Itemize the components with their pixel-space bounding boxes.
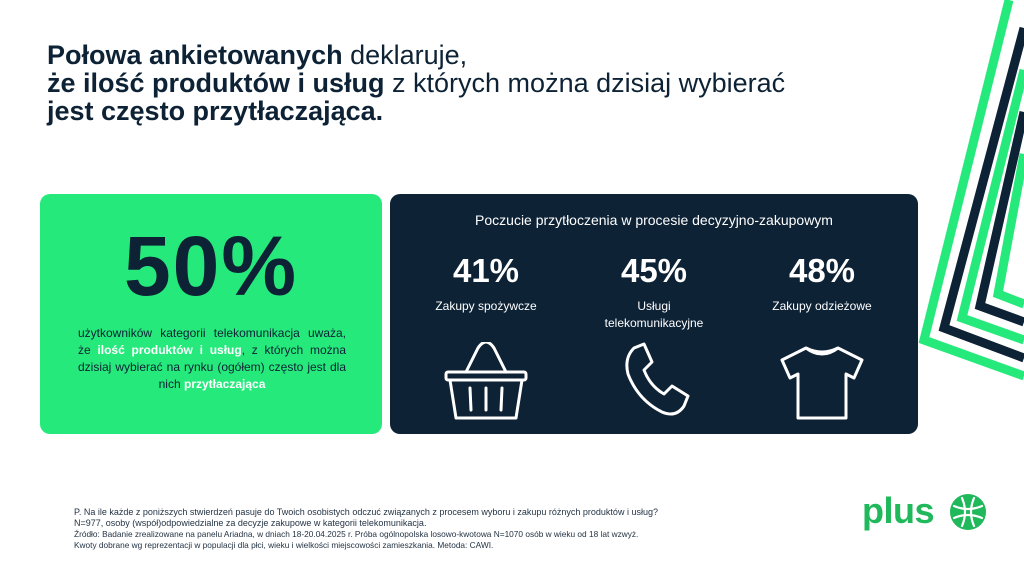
shopping-basket-icon [444,342,528,420]
stat-label: Usługi telekomunikacyjne [604,299,704,330]
footnote-question: P. Na ile każde z poniższych stwierdzeń … [74,507,658,517]
stat-value: 48% [788,252,856,289]
t-shirt-icon [780,346,864,420]
title-line-2: że ilość produktów i usług z których moż… [47,69,907,97]
summary-desc-text-2: , z których można dzisiaj wybierać na ry… [78,343,346,391]
stat-label: Zakupy spożywcze [435,299,537,313]
stat-value: 41% [452,252,520,289]
title-bold-3: jest często przytłaczająca. [47,96,384,126]
title-line-3: jest często przytłaczająca. [47,97,907,125]
footnote-source: Źródło: Badanie zrealizowane na panelu A… [74,529,639,539]
stat-telecom: 45% Usługi telekomunikacyjne [566,252,742,416]
stripes-decoration-icon [918,0,1024,380]
summary-desc-highlight-2: przytłaczająca [183,377,266,391]
title-bold-1: Połowa ankietowanych [47,40,343,70]
summary-desc-text-1: użytkowników kategorii telekomunikacja u… [78,326,346,357]
title-rest-2: z których można dzisiaj wybierać [384,68,786,98]
stat-clothing: 48% Zakupy odzieżowe [734,252,910,420]
stat-label: Zakupy odzieżowe [772,299,872,313]
footnote: P. Na ile każde z poniższych stwierdzeń … [74,507,774,550]
plus-logo-mark-icon [950,494,986,530]
footnote-sample: N=977, osoby (współ)odpowiedzialne za de… [74,518,427,528]
plus-logo: plus [862,490,992,534]
summary-percentage: 50% [123,219,299,313]
summary-desc-highlight-1: ilość produktów i usług [97,343,242,357]
breakdown-heading: Poczucie przytłoczenia w procesie decyzy… [475,212,833,228]
breakdown-card: Poczucie przytłoczenia w procesie decyzy… [390,194,918,434]
footnote-method: Kwoty dobrane wg reprezentacji w populac… [74,539,494,550]
title-rest-1: deklaruje, [342,40,468,70]
stat-groceries: 41% Zakupy spożywcze [398,252,574,420]
stat-value: 45% [620,252,688,289]
title-line-1: Połowa ankietowanych deklaruje, [47,41,907,69]
logo-text: plus [862,490,935,531]
page-title: Połowa ankietowanych deklaruje, że ilość… [47,41,907,125]
summary-card: 50% użytkowników kategorii telekomunikac… [40,194,382,434]
summary-description: użytkowników kategorii telekomunikacja u… [78,325,346,393]
title-bold-2: że ilość produktów i usług [47,68,385,98]
phone-icon [625,342,690,416]
